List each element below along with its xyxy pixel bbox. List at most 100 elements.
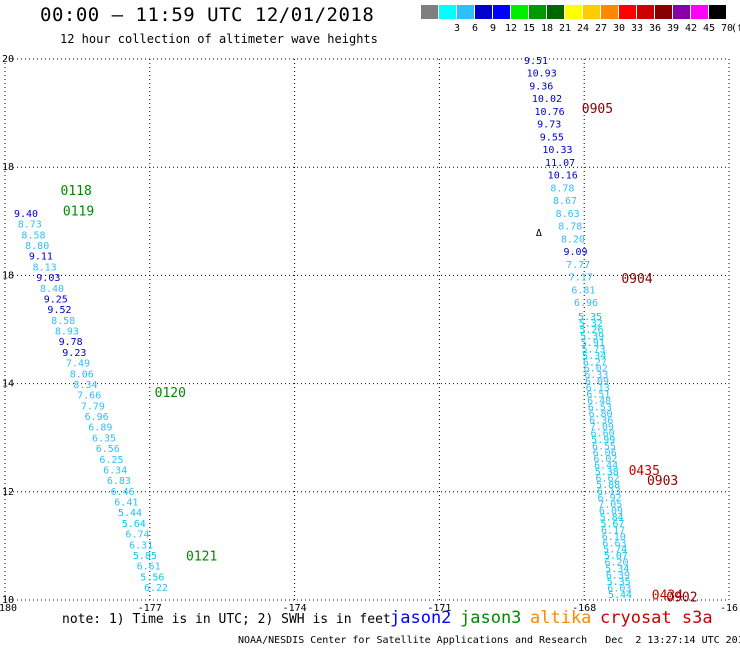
lat-tick-label: 20 bbox=[2, 54, 14, 65]
pass-id-label: 0904 bbox=[621, 272, 652, 287]
legend-label: 45 bbox=[702, 23, 716, 34]
legend-label: 18 bbox=[540, 23, 554, 34]
wave-height-value: 8.67 bbox=[553, 196, 577, 207]
lat-tick-label: 18 bbox=[2, 162, 14, 173]
wave-height-value: 5.74 bbox=[603, 545, 627, 556]
legend-swatch bbox=[691, 5, 708, 19]
wave-height-value: 5.34 bbox=[582, 351, 606, 362]
legend-label: 24 bbox=[576, 23, 590, 34]
wave-height-value: 6.36 bbox=[589, 415, 613, 426]
wave-height-value: 6.02 bbox=[593, 454, 617, 465]
axis-ticks: -180 -177 -174 -171 -168 -16 20 18 18 14 12 10 bbox=[0, 54, 738, 614]
legend-label: 36 bbox=[648, 23, 662, 34]
wave-height-value: 7.49 bbox=[66, 359, 90, 370]
wave-height-value: 8.93 bbox=[55, 327, 79, 338]
legend-swatch bbox=[421, 5, 438, 19]
wave-height-value: 6.06 bbox=[593, 448, 617, 459]
lat-tick-label: 18 bbox=[2, 270, 14, 281]
wave-height-value: 8.58 bbox=[21, 230, 45, 241]
wave-height-value: 6.27 bbox=[583, 357, 607, 368]
wave-height-value: 10.76 bbox=[535, 107, 565, 118]
wave-height-value: 6.48 bbox=[587, 396, 611, 407]
wave-height-value: 6.83 bbox=[107, 476, 131, 487]
wave-height-value: 6.51 bbox=[586, 390, 610, 401]
wave-height-value: 9.09 bbox=[563, 247, 587, 258]
wave-height-value: 6.13 bbox=[597, 487, 621, 498]
legend-jason2: jason2 bbox=[390, 608, 452, 628]
wave-height-value: 9.25 bbox=[44, 294, 68, 305]
legend-swatch bbox=[709, 5, 726, 19]
legend-label: 42 bbox=[684, 23, 698, 34]
wave-height-value: 6.46 bbox=[111, 487, 135, 498]
lat-tick-label: 14 bbox=[2, 379, 14, 390]
wave-height-value: 8.78 bbox=[558, 222, 582, 233]
wave-height-value: 9.40 bbox=[14, 209, 38, 220]
wave-height-value: 5.85 bbox=[133, 551, 157, 562]
lon-tick-label: -180 bbox=[0, 603, 17, 614]
wave-height-value: 6.22 bbox=[144, 583, 168, 594]
legend-label: 21 bbox=[558, 23, 572, 34]
wave-height-value: 6.13 bbox=[586, 383, 610, 394]
wave-height-value: 7.09 bbox=[590, 422, 614, 433]
wave-height-value: 6.80 bbox=[588, 409, 612, 420]
wave-height-value: 6.74 bbox=[125, 530, 149, 541]
wave-height-value: 7.79 bbox=[81, 401, 105, 412]
wave-height-labels: 9.408.738.588.809.118.139.038.409.259.52… bbox=[14, 56, 632, 601]
legend-label: 9 bbox=[489, 23, 497, 34]
wave-height-value: 5.07 bbox=[604, 551, 628, 562]
legend-unit: (ft) bbox=[731, 23, 740, 34]
wave-height-value: 5.32 bbox=[579, 318, 603, 329]
wave-height-value: 5.73 bbox=[581, 344, 605, 355]
wave-height-value: 6.41 bbox=[114, 498, 138, 509]
wave-height-value: 9.03 bbox=[36, 273, 60, 284]
wave-height-value: 8.06 bbox=[70, 369, 94, 380]
legend-label: 3 bbox=[453, 23, 461, 34]
wave-height-value: 9.73 bbox=[537, 120, 561, 131]
legend-swatch bbox=[583, 5, 600, 19]
legend-swatch bbox=[565, 5, 582, 19]
wave-height-value: 6.60 bbox=[591, 428, 615, 439]
pass-id-label: 0120 bbox=[155, 386, 186, 401]
legend-label: 39 bbox=[666, 23, 680, 34]
legend-swatch bbox=[619, 5, 636, 19]
wave-height-value: 9.78 bbox=[59, 337, 83, 348]
lat-tick-label: 12 bbox=[2, 487, 14, 498]
wave-height-value: 5.44 bbox=[608, 590, 632, 601]
wave-height-value: 6.63 bbox=[602, 538, 626, 549]
legend-swatch bbox=[439, 5, 456, 19]
map-grid bbox=[4, 58, 730, 601]
wave-height-value: 6.55 bbox=[592, 441, 616, 452]
wave-height-value: 7.05 bbox=[598, 499, 622, 510]
pass-id-label: 0119 bbox=[63, 205, 94, 220]
wave-height-value: 6.96 bbox=[85, 412, 109, 423]
wave-height-value: 6.56 bbox=[96, 444, 120, 455]
legend-swatch bbox=[637, 5, 654, 19]
lon-tick-label: -16 bbox=[720, 603, 738, 614]
wave-height-value: 7.77 bbox=[566, 260, 590, 271]
legend-label: 33 bbox=[630, 23, 644, 34]
wave-height-value: 6.33 bbox=[584, 370, 608, 381]
wave-height-value: 10.16 bbox=[548, 171, 578, 182]
wave-height-value: 6.62 bbox=[595, 474, 619, 485]
wave-height-value: 9.55 bbox=[540, 132, 564, 143]
wave-height-value: 7.66 bbox=[77, 391, 101, 402]
wave-height-value: 5.56 bbox=[140, 572, 164, 583]
credit-line: NOAA/NESDIS Center for Satellite Applica… bbox=[238, 635, 740, 646]
wave-height-value: 8.40 bbox=[40, 284, 64, 295]
wave-height-value: 9.23 bbox=[62, 348, 86, 359]
wave-height-value: 6.20 bbox=[605, 558, 629, 569]
legend-swatch bbox=[457, 5, 474, 19]
island-marker: Δ bbox=[536, 228, 542, 239]
wave-height-value: 6.17 bbox=[601, 525, 625, 536]
legend-label: 30 bbox=[612, 23, 626, 34]
wave-height-value: 10.02 bbox=[532, 94, 562, 105]
wave-height-value: 5.34 bbox=[605, 564, 629, 575]
wave-height-value: 8.13 bbox=[33, 262, 57, 273]
wave-height-value: 7.17 bbox=[569, 273, 593, 284]
lat-tick-label: 10 bbox=[2, 595, 14, 606]
legend-cryosat: cryosat s3a bbox=[600, 608, 713, 628]
wave-height-value: 6.31 bbox=[129, 540, 153, 551]
wave-height-value: 6.34 bbox=[103, 465, 127, 476]
wave-height-value: 5.38 bbox=[595, 467, 619, 478]
legend-swatch bbox=[493, 5, 510, 19]
